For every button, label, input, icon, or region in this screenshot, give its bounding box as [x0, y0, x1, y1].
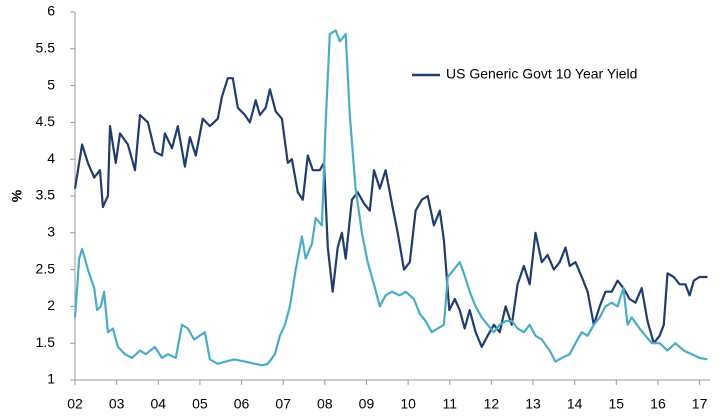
- y-tick-label: 6: [47, 3, 55, 19]
- x-tick-label: 17: [692, 396, 708, 412]
- line-series: [73, 77, 708, 348]
- x-tick-label: 10: [400, 396, 416, 412]
- x-tick-label: 09: [359, 396, 375, 412]
- legend-label: US Generic Govt 10 Year Yield: [446, 66, 637, 82]
- y-tick-label: 5.5: [36, 40, 56, 56]
- x-tick-label: 11: [442, 396, 457, 412]
- y-tick-label: 3: [47, 224, 55, 240]
- x-tick-label: 14: [567, 396, 583, 412]
- legend-box: [406, 61, 686, 89]
- x-tick-label: 02: [67, 396, 83, 412]
- x-tick-label: 04: [150, 396, 166, 412]
- y-tick-label: 5: [47, 76, 55, 92]
- x-tick-label: 12: [484, 396, 500, 412]
- y-tick-label: 1.5: [36, 334, 56, 350]
- x-tick-label: 16: [650, 396, 666, 412]
- x-tick-label: 05: [192, 396, 208, 412]
- x-tick-label: 13: [525, 396, 541, 412]
- line-series: [73, 29, 708, 367]
- x-tick-label: 07: [275, 396, 291, 412]
- x-tick-label: 06: [234, 396, 250, 412]
- y-tick-label: 1: [47, 371, 55, 387]
- y-tick-label: 2.5: [36, 260, 56, 276]
- x-tick-label: 15: [609, 396, 625, 412]
- y-axis-label: %: [9, 189, 25, 202]
- x-tick-label: 08: [317, 396, 333, 412]
- y-tick-label: 3.5: [36, 187, 56, 203]
- x-tick-label: 03: [109, 396, 125, 412]
- y-tick-label: 4: [47, 150, 55, 166]
- y-tick-label: 2: [47, 297, 55, 313]
- y-tick-label: 4.5: [36, 113, 56, 129]
